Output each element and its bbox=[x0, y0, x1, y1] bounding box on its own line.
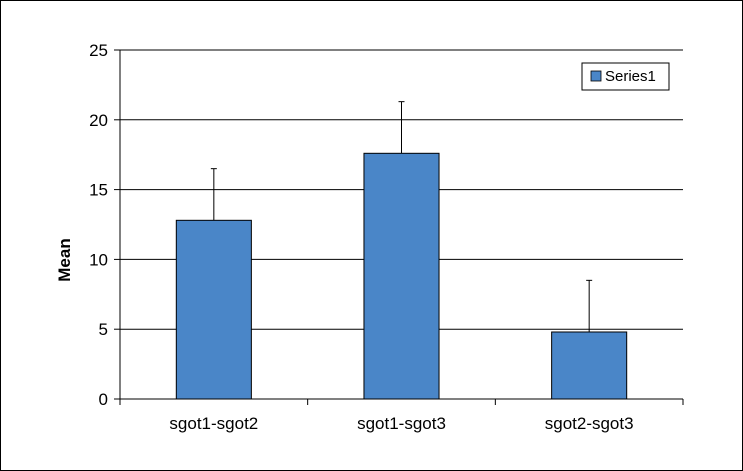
y-axis-title: Mean bbox=[55, 238, 74, 281]
bar bbox=[175, 219, 252, 400]
x-category-labels: sgot1-sgot2 sgot1-sgot3 sgot2-sgot3 bbox=[169, 414, 633, 433]
y-tick-label: 25 bbox=[89, 41, 108, 60]
y-tick-label: 0 bbox=[99, 390, 108, 409]
x-category-label: sgot2-sgot3 bbox=[545, 414, 634, 433]
bar bbox=[363, 152, 440, 400]
legend: Series1 bbox=[581, 62, 670, 91]
y-tick-label: 5 bbox=[99, 320, 108, 339]
x-category-label: sgot1-sgot3 bbox=[357, 414, 446, 433]
y-tick-label: 20 bbox=[89, 111, 108, 130]
legend-swatch bbox=[590, 70, 602, 82]
y-tick-label: 15 bbox=[89, 181, 108, 200]
error-bars bbox=[210, 101, 593, 332]
y-tick-label: 10 bbox=[89, 250, 108, 269]
axes bbox=[114, 49, 684, 405]
y-tick-labels: 0 5 10 15 20 25 bbox=[89, 41, 108, 409]
legend-label: Series1 bbox=[605, 68, 656, 85]
x-category-label: sgot1-sgot2 bbox=[169, 414, 258, 433]
bars bbox=[175, 152, 628, 400]
legend-box bbox=[581, 62, 670, 91]
bar bbox=[551, 331, 628, 400]
